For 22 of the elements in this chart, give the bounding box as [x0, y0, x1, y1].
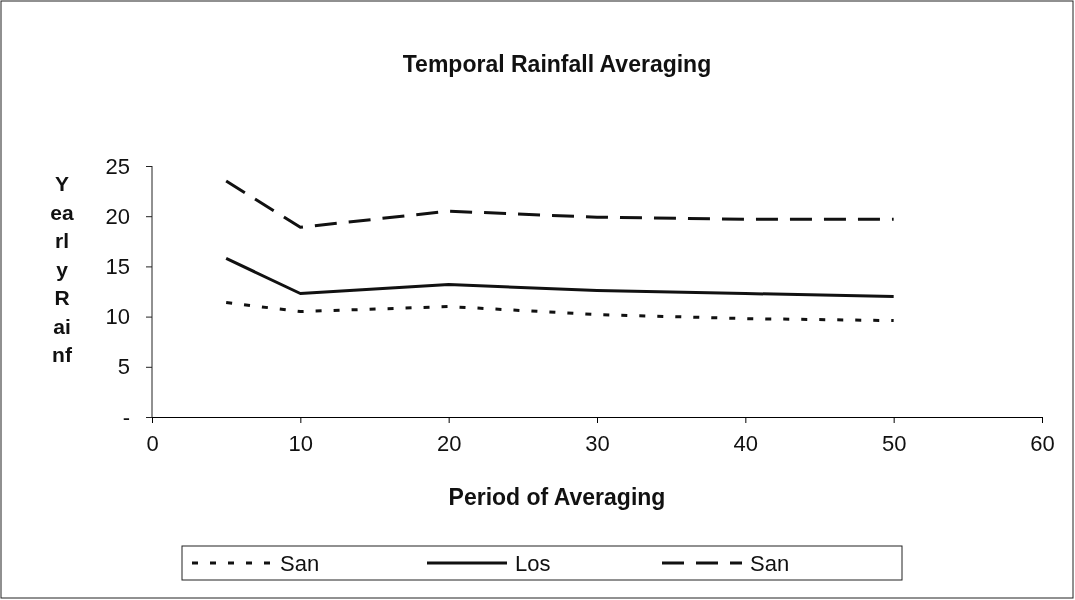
- y-tick-label: 15: [105, 253, 130, 279]
- x-tick-label: 50: [881, 430, 907, 456]
- y-tick-label: 10: [105, 304, 130, 330]
- x-tick-label: 10: [288, 430, 314, 456]
- x-tick-label: 30: [585, 430, 610, 456]
- x-tick-label: 60: [1030, 430, 1055, 456]
- y-tick-label: 20: [105, 203, 130, 229]
- line-series: [224, 179, 896, 229]
- legend-label: San: [750, 551, 790, 576]
- y-axis-title: Yearly Rainf: [50, 172, 74, 366]
- legend-label: Los: [515, 551, 551, 576]
- x-tick-label: 40: [733, 430, 759, 456]
- y-tick-label: -: [122, 404, 130, 430]
- y-tick-label: 5: [117, 354, 130, 380]
- x-tick-label: 20: [436, 430, 462, 456]
- x-axis-title: Period of Averaging: [448, 484, 666, 510]
- chart-title: Temporal Rainfall Averaging: [402, 51, 712, 77]
- y-tick-label: 25: [105, 153, 130, 179]
- line-series: [224, 301, 896, 323]
- line-series: [224, 256, 896, 299]
- x-tick-label: 0: [146, 430, 159, 456]
- legend-label: San: [280, 551, 320, 576]
